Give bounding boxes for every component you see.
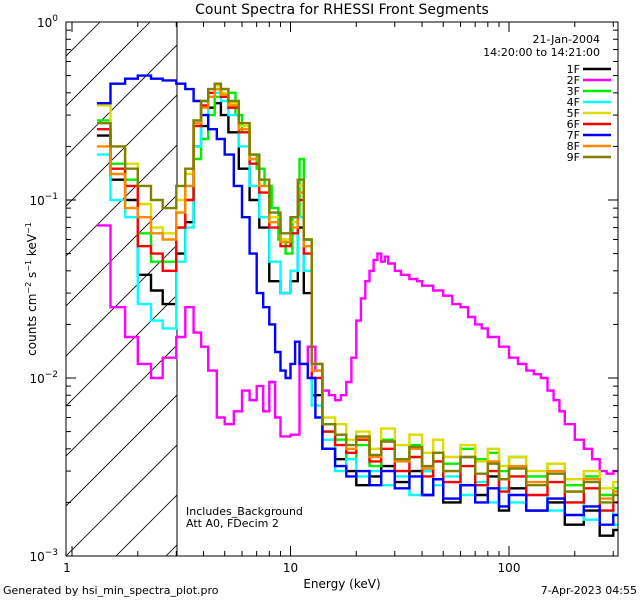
hatch-line xyxy=(66,22,101,57)
y-tick-exponent: −3 xyxy=(45,548,58,558)
series-line-5F xyxy=(96,84,618,490)
generated-by-footer: Generated by hsi_min_spectra_plot.pro xyxy=(3,584,219,597)
legend-label-6F: 6F xyxy=(567,118,580,131)
y-tick-label: 100 xyxy=(37,14,58,30)
y-tick-exponent: −2 xyxy=(45,370,58,380)
x-tick-label-1: 1 xyxy=(63,561,71,575)
x-axis-label: Energy (keV) xyxy=(303,577,380,591)
x-axis-ticks: 10 100 xyxy=(71,22,614,575)
series-group xyxy=(96,74,618,537)
legend-label-5F: 5F xyxy=(567,107,580,120)
series-line-1F xyxy=(96,102,618,537)
legend-date: 21-Jan-2004 xyxy=(533,33,601,46)
legend-label-2F: 2F xyxy=(567,74,580,87)
y-tick-base: 10 xyxy=(29,550,44,564)
y-label-mid: s xyxy=(25,272,39,282)
series-line-6F xyxy=(96,87,618,512)
y-label-end: keV xyxy=(25,233,39,260)
hatch-line xyxy=(66,244,177,357)
chart-title: Count Spectra for RHESSI Front Segments xyxy=(195,2,489,18)
legend-label-1F: 1F xyxy=(567,63,580,76)
y-axis-label: counts cm−2 s−1 keV−1 xyxy=(24,222,39,356)
hatch-line xyxy=(66,94,177,207)
y-label-exp2: −1 xyxy=(24,260,33,272)
annotation-attenuator: Att A0, FDecim 2 xyxy=(186,517,279,530)
y-tick-base: 10 xyxy=(37,16,52,30)
series-line-4F xyxy=(96,91,618,526)
hatch-line xyxy=(66,444,177,556)
x-tick-label-10: 10 xyxy=(283,561,298,575)
legend-label-9F: 9F xyxy=(567,151,580,164)
hatch-line xyxy=(66,22,151,107)
hatch-line xyxy=(66,194,177,307)
y-tick-exponent: −1 xyxy=(45,192,58,202)
hatch-line xyxy=(616,22,640,556)
legend-label-7F: 7F xyxy=(567,129,580,142)
hatch-line xyxy=(66,394,177,507)
y-tick-base: 10 xyxy=(29,194,44,208)
y-tick-label: 10−1 xyxy=(29,192,58,208)
legend-label-4F: 4F xyxy=(567,96,580,109)
legend-time-range: 14:20:00 to 14:21:00 xyxy=(483,46,600,59)
timestamp-footer: 7-Apr-2023 04:55 xyxy=(541,584,637,597)
y-label-exp3: −1 xyxy=(24,222,33,234)
series-line-7F xyxy=(96,74,618,526)
y-tick-base: 10 xyxy=(29,372,44,386)
annotation-background: Includes_Background xyxy=(186,505,303,518)
y-tick-exponent: 0 xyxy=(52,14,58,24)
y-label-exp1: −2 xyxy=(24,282,33,294)
series-line-2F xyxy=(96,224,618,475)
x-tick-label-100: 100 xyxy=(498,561,521,575)
legend-label-3F: 3F xyxy=(567,85,580,98)
legend-label-8F: 8F xyxy=(567,140,580,153)
y-tick-label: 10−3 xyxy=(29,548,58,564)
series-line-9F xyxy=(96,82,618,504)
y-tick-label: 10−2 xyxy=(29,370,58,386)
plot-frame xyxy=(65,21,619,557)
y-label-main: counts cm xyxy=(25,294,39,356)
